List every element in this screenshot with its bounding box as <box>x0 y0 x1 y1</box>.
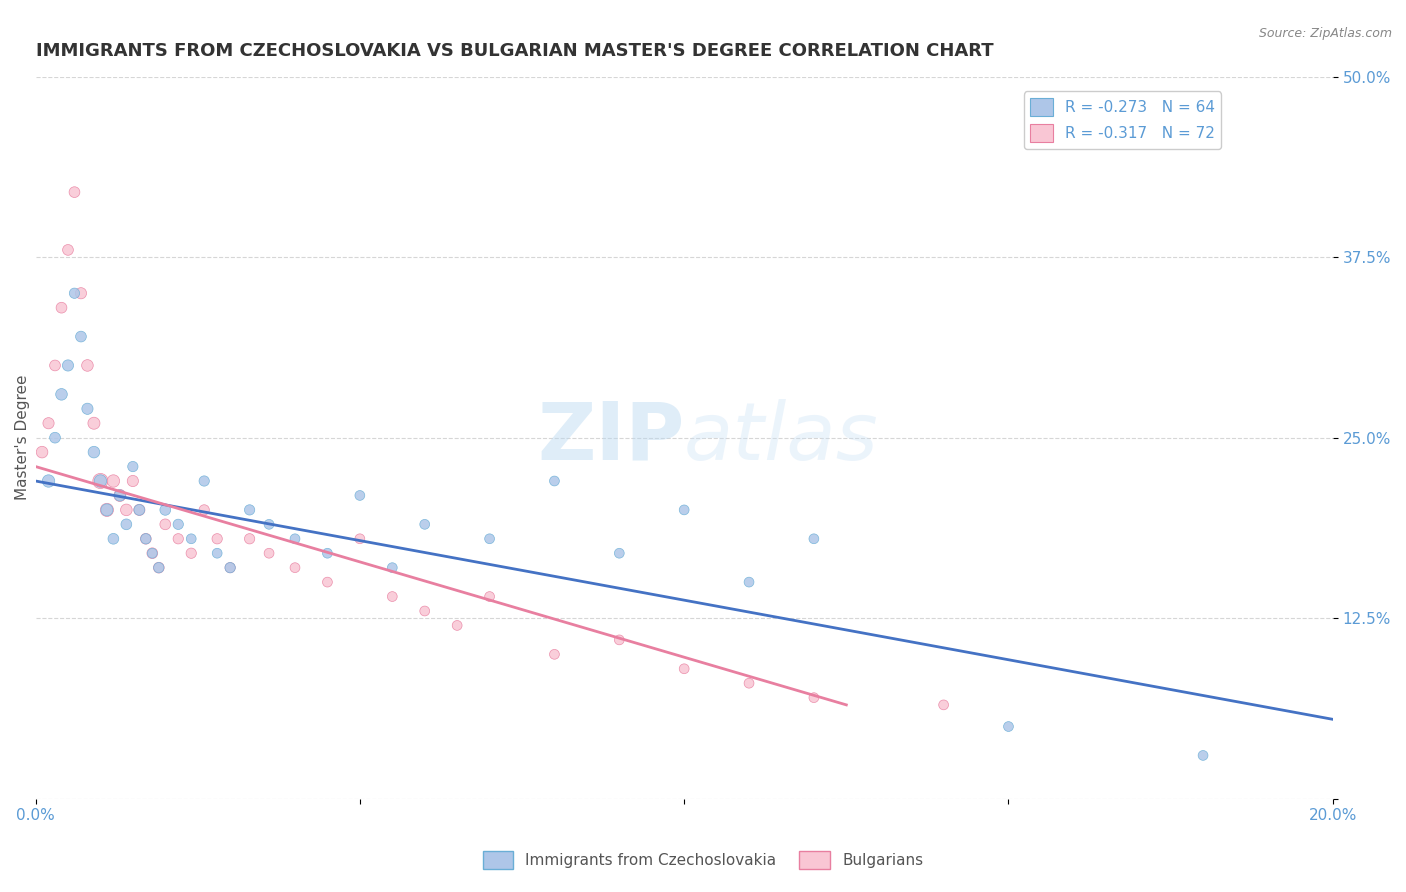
Point <box>128 503 150 517</box>
Point <box>803 690 825 705</box>
Point <box>316 546 339 560</box>
Point <box>76 359 98 373</box>
Point <box>413 604 436 618</box>
Point <box>932 698 955 712</box>
Point <box>155 517 177 532</box>
Point <box>446 618 468 632</box>
Point <box>141 546 163 560</box>
Point <box>135 532 157 546</box>
Point <box>108 488 131 502</box>
Point <box>738 676 761 690</box>
Point <box>478 590 501 604</box>
Point <box>56 359 79 373</box>
Point <box>239 532 262 546</box>
Point <box>193 474 215 488</box>
Point <box>128 503 150 517</box>
Point <box>205 532 228 546</box>
Point <box>284 560 307 574</box>
Point <box>135 532 157 546</box>
Point <box>56 243 79 257</box>
Legend: R = -0.273   N = 64, R = -0.317   N = 72: R = -0.273 N = 64, R = -0.317 N = 72 <box>1024 92 1222 149</box>
Text: atlas: atlas <box>685 399 879 476</box>
Point <box>63 286 86 301</box>
Point <box>381 560 404 574</box>
Point <box>239 503 262 517</box>
Point <box>155 503 177 517</box>
Point <box>349 488 371 502</box>
Point <box>673 662 696 676</box>
Point <box>180 546 202 560</box>
Point <box>38 416 60 430</box>
Point <box>141 546 163 560</box>
Point <box>31 445 53 459</box>
Point <box>63 185 86 199</box>
Point <box>257 517 280 532</box>
Point <box>89 474 111 488</box>
Text: Source: ZipAtlas.com: Source: ZipAtlas.com <box>1258 27 1392 40</box>
Point <box>193 503 215 517</box>
Point <box>51 387 73 401</box>
Point <box>38 474 60 488</box>
Point <box>44 359 66 373</box>
Y-axis label: Master's Degree: Master's Degree <box>15 375 30 500</box>
Point <box>803 532 825 546</box>
Point <box>108 488 131 502</box>
Point <box>543 474 565 488</box>
Point <box>121 459 143 474</box>
Point <box>284 532 307 546</box>
Point <box>76 401 98 416</box>
Point <box>381 590 404 604</box>
Point <box>148 560 170 574</box>
Point <box>349 532 371 546</box>
Point <box>70 329 93 343</box>
Point <box>103 474 125 488</box>
Point <box>219 560 242 574</box>
Point <box>115 503 138 517</box>
Point <box>1192 748 1215 763</box>
Point <box>738 575 761 590</box>
Point <box>205 546 228 560</box>
Point <box>219 560 242 574</box>
Point <box>148 560 170 574</box>
Legend: Immigrants from Czechoslovakia, Bulgarians: Immigrants from Czechoslovakia, Bulgaria… <box>477 845 929 875</box>
Point <box>44 431 66 445</box>
Point <box>543 648 565 662</box>
Point <box>673 503 696 517</box>
Point <box>96 503 118 517</box>
Point <box>83 445 105 459</box>
Point <box>478 532 501 546</box>
Point <box>316 575 339 590</box>
Point <box>167 517 190 532</box>
Point <box>180 532 202 546</box>
Point <box>121 474 143 488</box>
Text: IMMIGRANTS FROM CZECHOSLOVAKIA VS BULGARIAN MASTER'S DEGREE CORRELATION CHART: IMMIGRANTS FROM CZECHOSLOVAKIA VS BULGAR… <box>35 42 993 60</box>
Point <box>607 632 630 647</box>
Text: ZIP: ZIP <box>537 399 685 476</box>
Point <box>103 532 125 546</box>
Point <box>51 301 73 315</box>
Point <box>607 546 630 560</box>
Point <box>257 546 280 560</box>
Point <box>413 517 436 532</box>
Point <box>997 720 1019 734</box>
Point <box>115 517 138 532</box>
Point <box>96 503 118 517</box>
Point <box>89 474 111 488</box>
Point <box>167 532 190 546</box>
Point <box>83 416 105 430</box>
Point <box>70 286 93 301</box>
